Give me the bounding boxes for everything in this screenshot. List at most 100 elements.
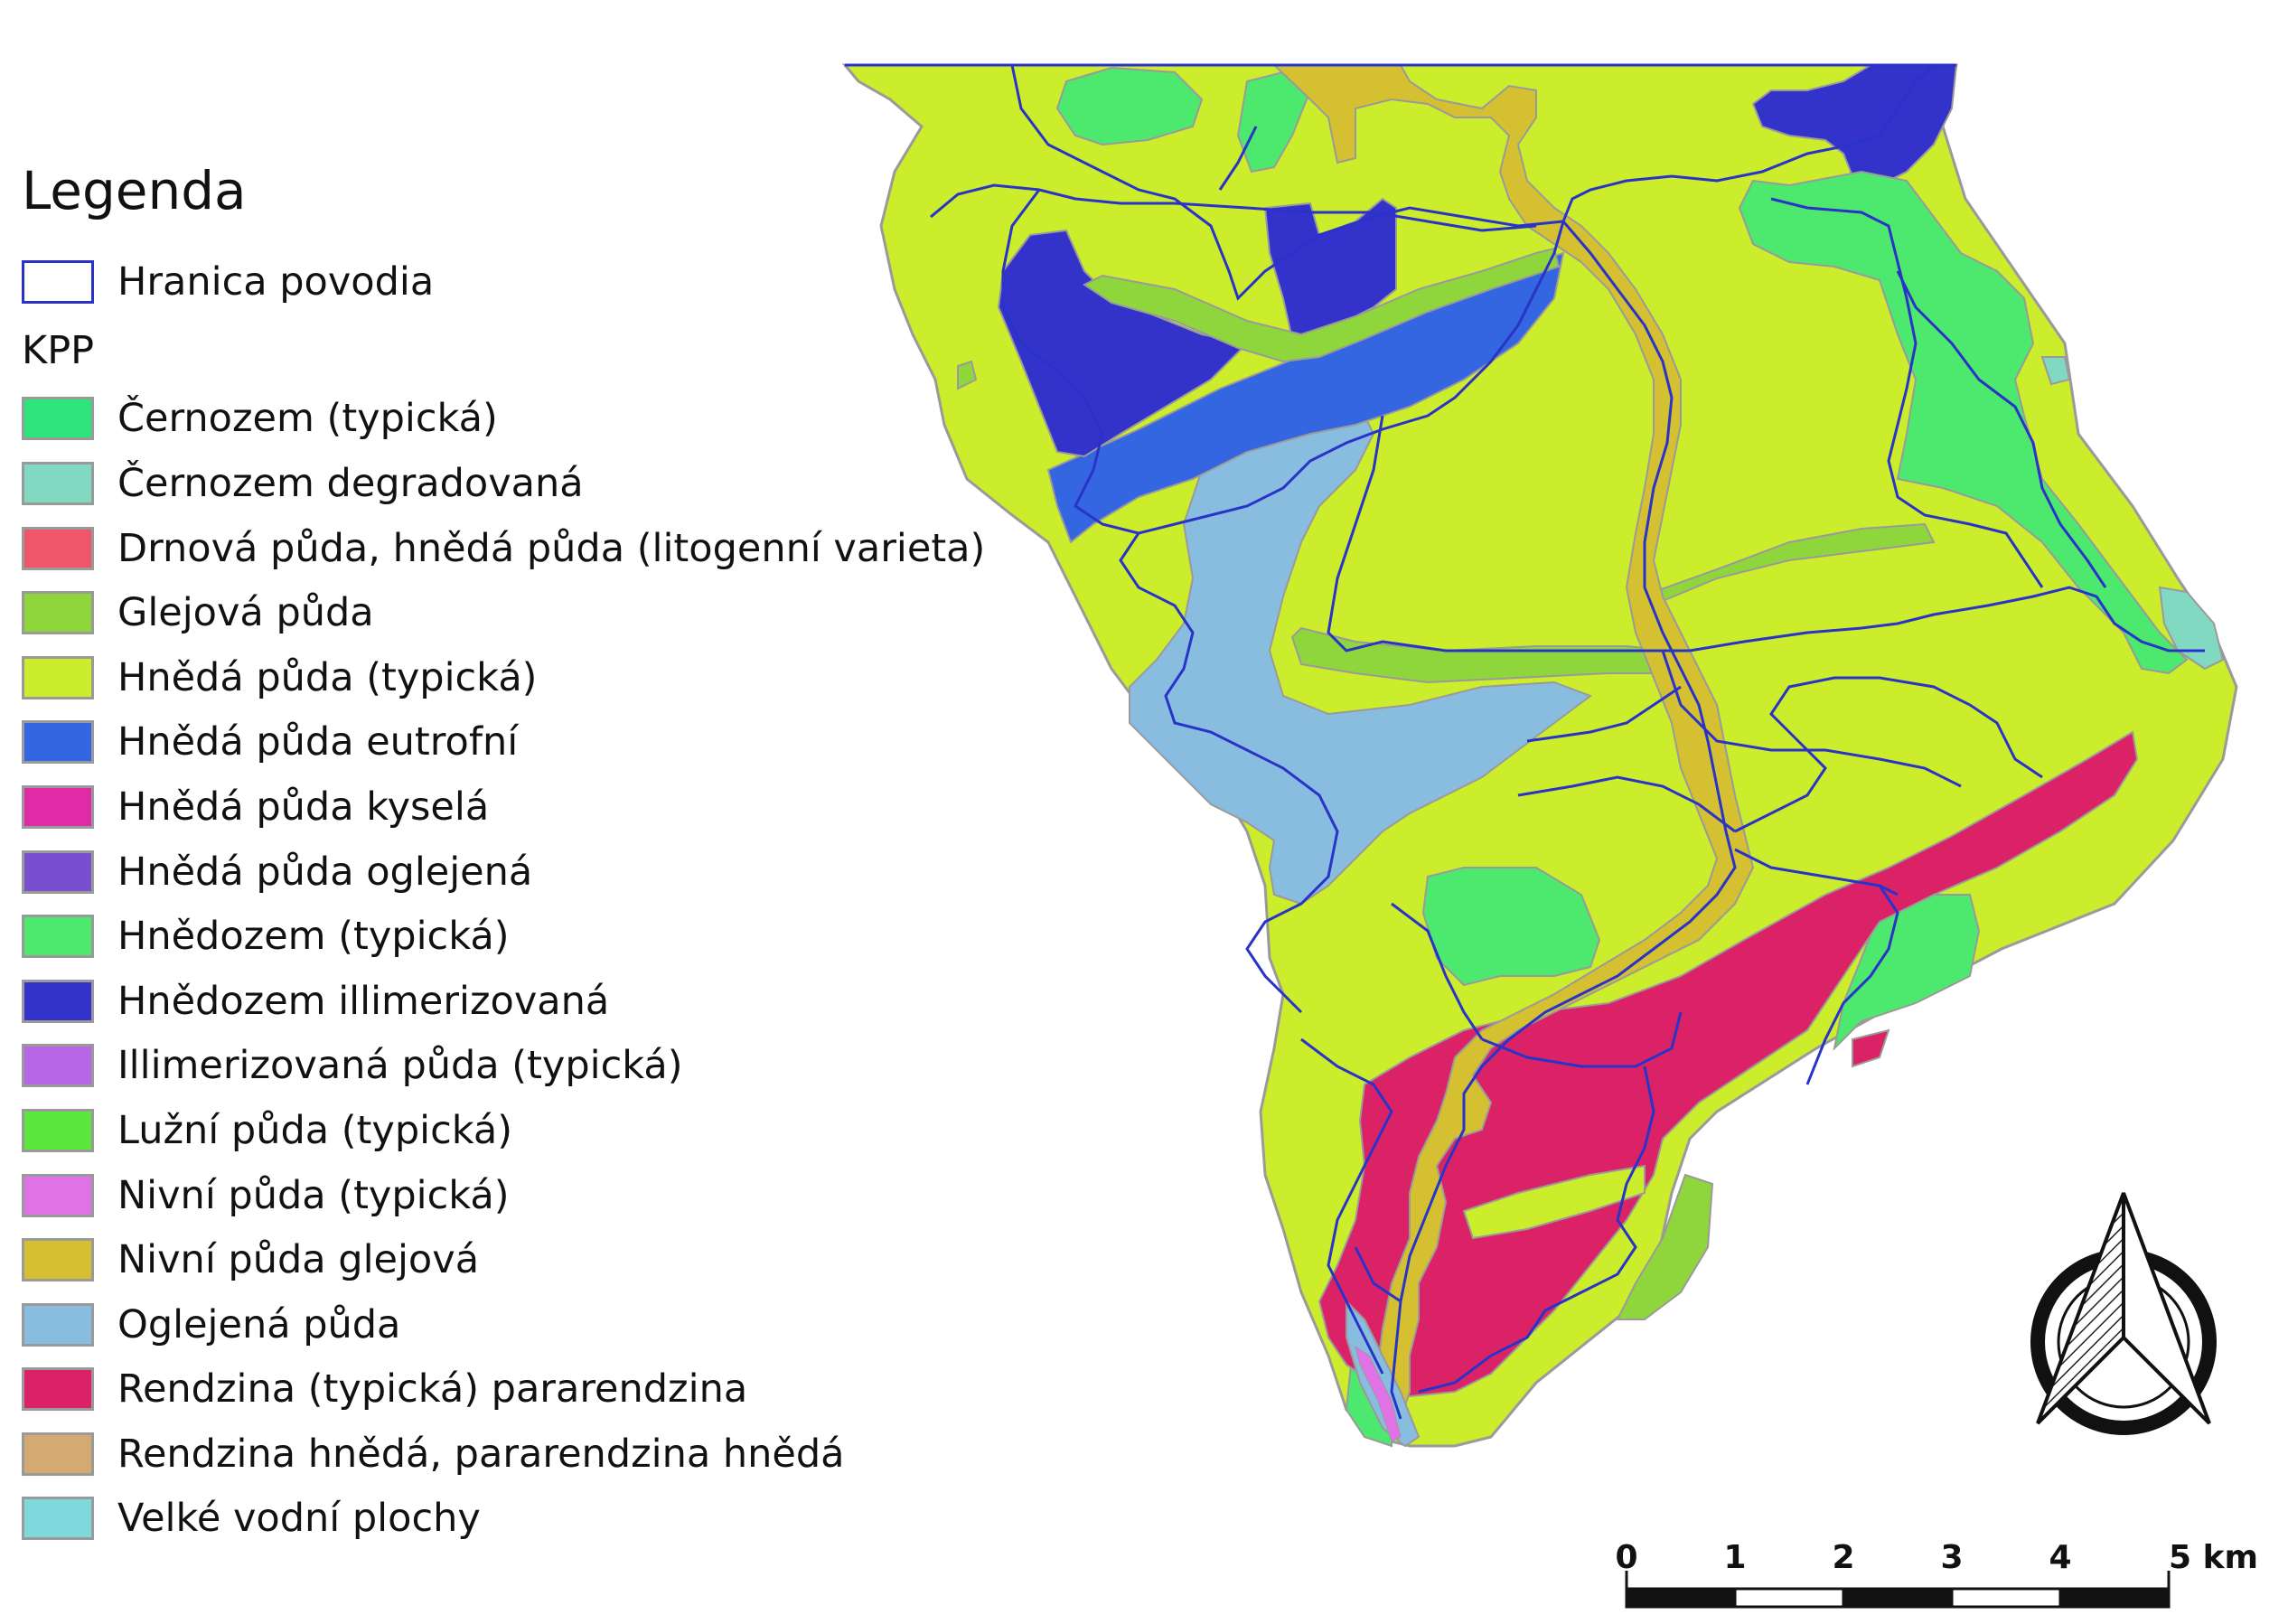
legend-row-soil-class: Drnová půda, hnědá půda (litogenní varie… [22,516,985,581]
scale-label-5: 5 km [2169,1539,2258,1576]
catchment-boundary-lines [845,63,2205,1420]
legend-row-soil-class: Velké vodní plochy [22,1487,985,1552]
legend-class-list: Černozem (typická) Černozem degradovaná Dr… [22,387,985,1552]
catchment-boundary-6 [1327,415,1690,652]
legend-label-soil-class: Nivní půda (typická) [117,1172,510,1218]
legend-label-soil-class: Hnědozem illimerizovaná [117,978,610,1024]
catchment-boundary-1 [930,183,1537,232]
legend-label-soil-class: Oglejená půda [117,1301,401,1347]
scale-bar-segment-5 [2058,1587,2171,1609]
legend-row-soil-class: Lužní půda (typická) [22,1098,985,1163]
catchment-boundary-7 [1689,586,2205,652]
catchment-boundary-21 [1354,1246,1402,1303]
legend-label-soil-class: Drnová půda, hnědá půda (litogenní varie… [117,525,986,571]
legend-row-soil-class: Hnědozem (typická) [22,904,985,969]
legend-row-soil-class: Hnědozem illimerizovaná [22,969,985,1034]
catchment-boundary-5 [1218,126,1258,191]
scale-bar-segment-2 [1733,1587,1845,1609]
catchment-boundary-north [1010,64,1564,301]
legend-label-soil-class: Rendzina (typická) pararendzina [117,1366,748,1413]
legend-color-swatch [22,979,94,1023]
catchment-boundary-20 [1418,1065,1655,1394]
legend-title: Legenda [22,160,247,221]
catchment-boundary-12 [1526,685,1682,743]
legend-label-soil-class: Hnědá půda (typická) [117,654,538,700]
soil-area-glejova-puda-se [1616,1173,1714,1320]
legend-row-soil-class: Oglejená půda [22,1292,985,1357]
legend-row-soil-class: Hnědá půda oglejená [22,840,985,905]
legend-color-swatch [22,1044,94,1088]
legend-label-boundary: Hranica povodia [117,258,435,305]
catchment-boundary-8 [1390,221,1737,1420]
soil-area-hneda-puda-strip [1462,1164,1646,1240]
legend-color-swatch [22,1108,94,1152]
scale-label-1: 1 [1723,1539,1746,1576]
catchment-boundary-11 [1661,650,1962,788]
scale-bar: 0 1 2 3 4 5 km [1615,1539,2258,1609]
scale-label-2: 2 [1832,1539,1854,1576]
legend-row-soil-class: Černozem (typická) [22,387,985,452]
soil-area-glejova-puda-west [957,360,978,390]
legend-row-boundary: Hranica povodia [22,249,985,314]
catchment-boundary-10 [1896,270,2107,588]
legend-color-swatch [22,1432,94,1476]
scale-label-0: 0 [1615,1539,1637,1576]
scale-bar-segment-4 [1950,1587,2062,1609]
legend-color-swatch [22,1173,94,1217]
legend-label-soil-class: Hnědá půda oglejená [117,849,533,895]
catchment-boundary-4 [1001,189,1139,535]
legend-row-soil-class: Hnědá půda eutrofní [22,710,985,775]
legend-color-swatch [22,915,94,959]
legend-label-soil-class: Illimerizovaná půda (typická) [117,1043,683,1089]
legend-color-swatch [22,1302,94,1347]
soil-area-hnedozem-typicka-south [1833,894,1981,1052]
catchment-boundary-15 [1734,848,1899,896]
legend-label-soil-class: Hnědá půda eutrofní [117,719,519,765]
catchment-boundary-2 [1561,63,1936,222]
legend-row-soil-class: Rendzina hnědá, pararendzina hnědá [22,1422,985,1487]
catchment-boundary-19 [1481,1011,1683,1068]
legend-label-soil-class: Glejová půda [117,590,374,636]
legend-color-swatch [22,397,94,441]
catchment-boundary-9 [1770,197,2044,588]
soil-area-glejova-puda-east [1652,522,1936,603]
legend-label-soil-class: Nivní půda glejová [117,1237,480,1283]
legend-label-soil-class: Velké vodní plochy [117,1496,481,1542]
legend-label-soil-class: Černozem degradovaná [117,460,584,506]
legend-color-swatch [22,591,94,635]
legend-color-swatch [22,850,94,894]
legend-color-swatch [22,784,94,829]
legend-color-swatch [22,1497,94,1541]
catchment-boundary-16 [1805,885,1899,1085]
scale-label-4: 4 [2049,1539,2071,1576]
catchment-boundary-13 [1517,775,1736,833]
legend-color-swatch [22,655,94,699]
legend-row-soil-class: Rendzina (typická) pararendzina [22,1357,985,1422]
soil-area-hnedozem-illimerizovana-west [997,229,1250,458]
legend-group-heading: KPP [22,327,95,373]
legend-row-soil-class: Hnědá půda (typická) [22,645,985,710]
legend-row-soil-class: Illimerizovaná půda (typická) [22,1034,985,1099]
catchment-boundary-17 [1391,902,1484,1040]
legend-label-soil-class: Černozem (typická) [117,396,498,442]
boundary-swatch [22,259,94,304]
legend-color-swatch [22,461,94,505]
soil-area-cernozem-degradovana-east [2158,586,2225,671]
scale-bar-segment-1 [1625,1587,1737,1609]
legend-color-swatch [22,1238,94,1282]
legend-label-soil-class: Lužní půda (typická) [117,1107,512,1153]
soil-area-hnedozem-typicka-east [1738,170,2189,675]
catchment-boundary-18 [1300,1037,1393,1375]
legend-color-swatch [22,720,94,765]
catchment-boundary-3 [1119,221,1565,1014]
legend-row-soil-class: Černozem degradovaná [22,451,985,516]
legend-color-swatch [22,1367,94,1412]
legend-label-soil-class: Hnědozem (typická) [117,914,510,960]
legend-row-soil-class: Nivní půda (typická) [22,1163,985,1228]
soil-area-oglejena-puda [1129,396,1593,906]
soil-area-glejova-puda-north [1083,247,1561,363]
legend-row-soil-class: Hnědá půda kyselá [22,774,985,840]
soil-area-nivni-puda-typicka-tip [1355,1345,1402,1442]
legend-row-soil-class: Nivní půda glejová [22,1227,985,1292]
